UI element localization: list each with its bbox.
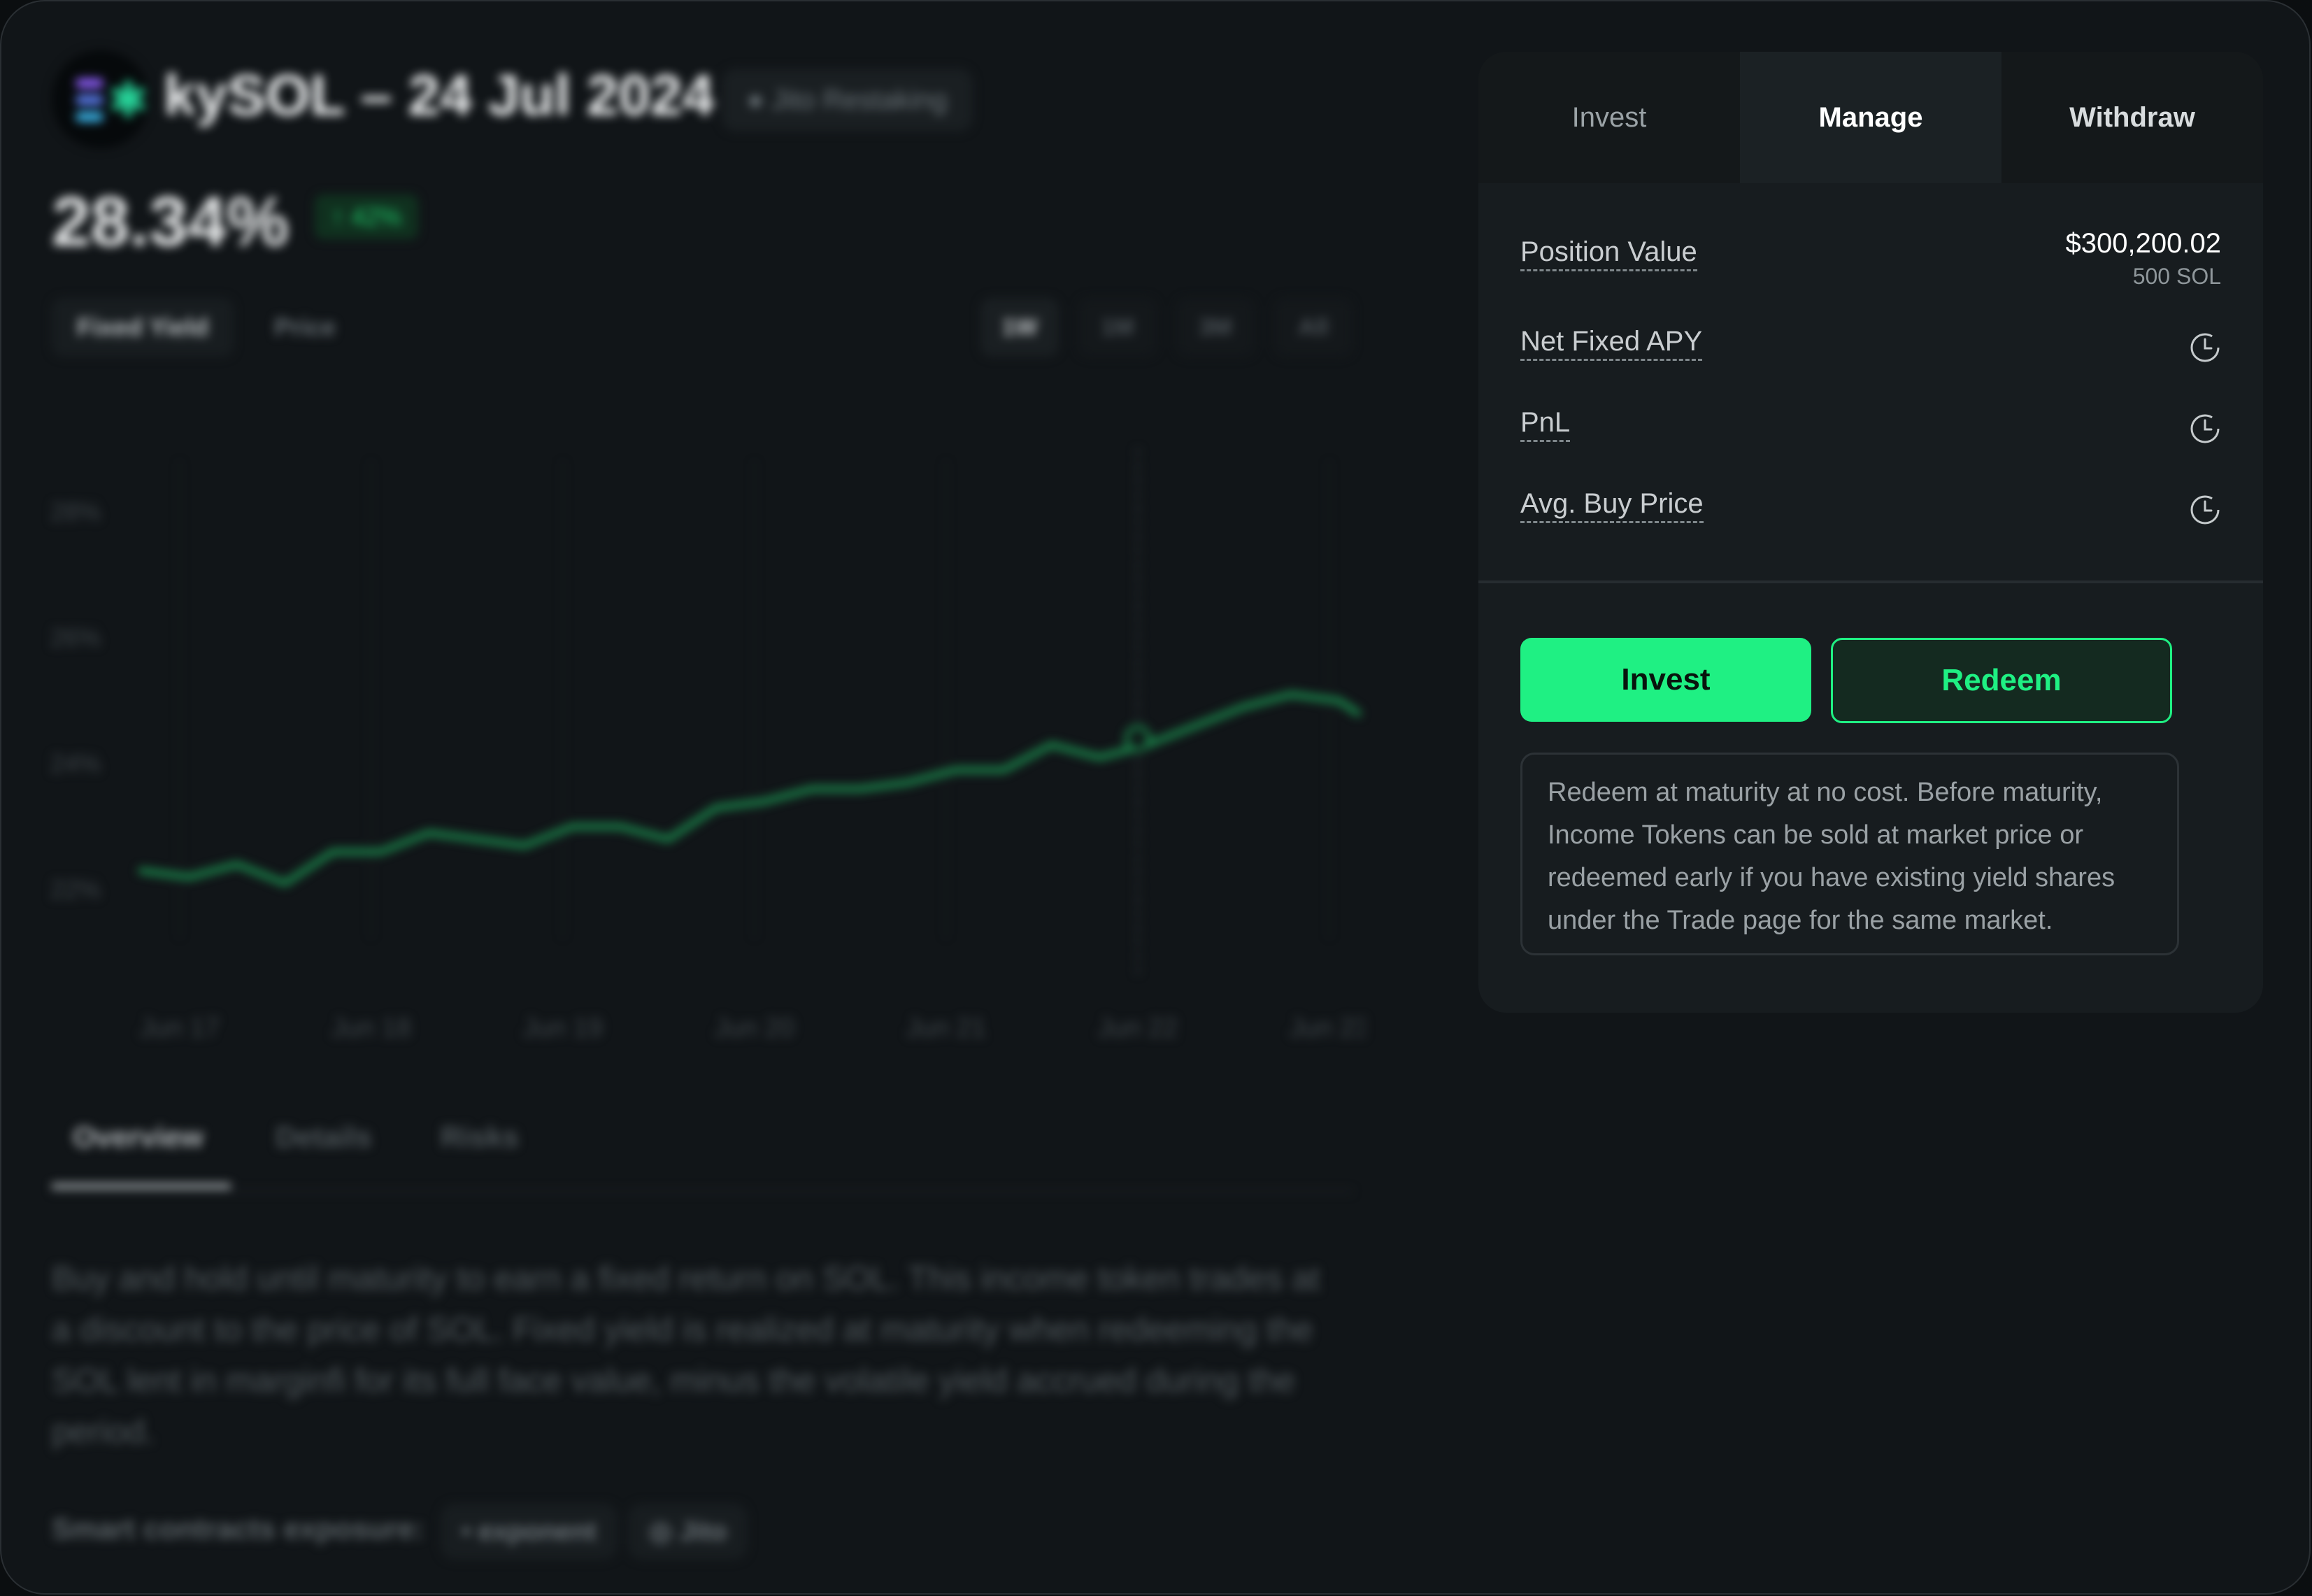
redeem-info-text: Redeem at maturity at no cost. Before ma… <box>1520 753 2179 955</box>
chart-x-tick-label: Jun 20 <box>715 1013 794 1043</box>
range-1m[interactable]: 1M <box>1078 298 1157 357</box>
panel-tabs: Invest Manage Withdraw <box>1478 52 2263 183</box>
chart-series-line <box>138 691 1362 887</box>
chart-hover-point <box>1124 725 1151 752</box>
apy-value: 28.34% <box>52 183 290 261</box>
market-title: kySOL – 24 Jul 2024 <box>164 64 715 127</box>
chart-y-tick-label: 24% <box>50 749 101 778</box>
kysol-logo: ✱ <box>52 50 150 148</box>
view-tab-price[interactable]: Price <box>274 313 336 341</box>
range-all[interactable]: All <box>1274 298 1353 357</box>
logo-bar-middle <box>76 95 104 105</box>
overview-tabs: Overview Details Risks <box>52 1113 1353 1192</box>
exposure-label: Smart contracts exposure: <box>52 1512 424 1545</box>
redeem-button[interactable]: Redeem <box>1831 638 2172 723</box>
market-detail-area: ✱ kySOL – 24 Jul 2024 ● Jito Restaking 2… <box>1 1 1386 1593</box>
pnl-label[interactable]: PnL <box>1520 407 1571 442</box>
arrow-up-icon: ↑ <box>331 202 344 231</box>
avg-buy-price-label[interactable]: Avg. Buy Price <box>1520 488 1704 523</box>
position-value: $300,200.02 500 SOL <box>2066 228 2221 290</box>
chart-y-tick-label: 28% <box>50 497 101 526</box>
clock-loading-icon <box>2190 333 2220 362</box>
logo-bar-bottom <box>76 112 104 122</box>
exposure-chip-exponent-label: exponent <box>478 1517 597 1546</box>
platform-tag-label: Jito Restaking <box>771 85 948 115</box>
tab-details[interactable]: Details <box>276 1120 372 1153</box>
tab-manage[interactable]: Manage <box>1740 52 2001 183</box>
manage-panel: Invest Manage Withdraw Position Value $3… <box>1478 52 2263 1013</box>
chart-x-tick-label: Jun 22 <box>1098 1013 1178 1043</box>
view-tab-fixed-yield[interactable]: Fixed Yield <box>52 298 234 357</box>
chart-y-tick-label: 22% <box>50 875 101 904</box>
position-value-amount: $300,200.02 <box>2065 228 2221 259</box>
tab-risks[interactable]: Risks <box>441 1120 520 1153</box>
yield-chart[interactable]: 28% 26% 24% 22% Jun 17 Jun 18 Jun 19 Jun 20 Jun … <box>43 421 1365 1050</box>
logo-star-icon: ✱ <box>108 73 149 127</box>
chart-x-tick-label: Jun 17 <box>140 1013 220 1043</box>
net-fixed-apy-label[interactable]: Net Fixed APY <box>1520 326 1703 361</box>
platform-tag[interactable]: ● Jito Restaking <box>722 69 973 131</box>
tab-invest[interactable]: Invest <box>1478 52 1740 183</box>
exposure-chip-exponent[interactable]: • exponent <box>441 1504 618 1560</box>
tab-withdraw[interactable]: Withdraw <box>2001 52 2263 183</box>
chart-x-tick-label: Jun 18 <box>331 1013 411 1043</box>
chart-y-tick-label: 26% <box>50 623 101 652</box>
tab-overview[interactable]: Overview <box>73 1120 204 1153</box>
clock-loading-icon <box>2190 495 2220 525</box>
exposure-chip-jito[interactable]: ◎ Jito <box>628 1504 748 1560</box>
logo-bar-top <box>76 78 104 88</box>
clock-loading-icon <box>2190 414 2220 443</box>
chart-x-tick-label: Jun 19 <box>523 1013 603 1043</box>
panel-divider <box>1478 580 2263 583</box>
range-3m[interactable]: 3M <box>1176 298 1255 357</box>
apy-change-value: 42% <box>351 202 402 231</box>
chart-x-tick-label: Jun 21 <box>906 1013 986 1043</box>
active-tab-indicator <box>52 1183 231 1189</box>
position-value-label[interactable]: Position Value <box>1520 236 1697 271</box>
chart-x-tick-label: Jun 23 <box>1290 1013 1365 1043</box>
exposure-chip-jito-label: Jito <box>679 1517 727 1546</box>
apy-change-badge: ↑ 42% <box>315 194 419 239</box>
invest-button[interactable]: Invest <box>1520 638 1811 722</box>
overview-description: Buy and hold until maturity to earn a fi… <box>52 1260 1320 1451</box>
position-value-sol: 500 SOL <box>2132 264 2221 289</box>
range-1w[interactable]: 1W <box>980 298 1059 357</box>
